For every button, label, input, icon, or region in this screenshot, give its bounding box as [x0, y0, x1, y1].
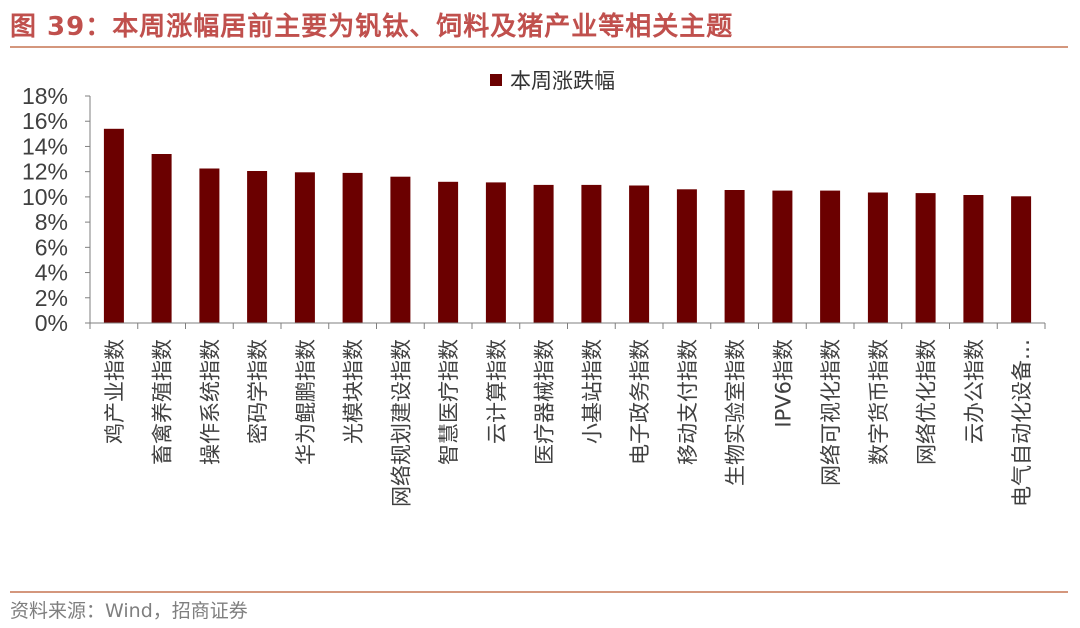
x-category-label: 鸡产业指数: [103, 339, 127, 444]
source-note: 资料来源：Wind，招商证券: [10, 600, 248, 622]
bar: [820, 190, 841, 323]
bar: [963, 195, 984, 323]
x-category-label: 移动支付指数: [676, 339, 700, 465]
x-category-label: 数字货币指数: [867, 339, 891, 465]
y-tick-label: 2%: [35, 285, 68, 311]
x-category-label: 光模块指数: [342, 339, 366, 444]
y-tick-label: 14%: [22, 133, 68, 159]
x-category-label: IPV6指数: [771, 339, 795, 428]
legend-label: 本周涨跌幅: [510, 69, 615, 93]
legend: 本周涨跌幅: [490, 69, 615, 93]
bar-chart: 本周涨跌幅 18%16%14%12%10%8%6%4%2%0% 鸡产业指数 畜禽养…: [22, 69, 1046, 507]
x-category-label: 密码学指数: [246, 339, 270, 444]
bar: [867, 192, 888, 323]
bar: [629, 185, 650, 323]
bar: [581, 184, 602, 323]
bar: [103, 128, 124, 323]
x-category-label: 网络优化指数: [915, 339, 939, 465]
x-category-label: 云计算指数: [485, 339, 509, 444]
bar: [676, 189, 697, 323]
y-tick-label: 6%: [35, 234, 68, 260]
x-category-label: 医疗器械指数: [533, 339, 557, 465]
footer-divider: [10, 591, 1068, 593]
bar: [390, 176, 411, 323]
legend-swatch: [490, 74, 502, 86]
bar: [294, 172, 315, 323]
bar: [1011, 196, 1032, 323]
title-divider: [10, 46, 1068, 48]
x-category-label: 云办公指数: [962, 339, 986, 444]
x-category-label: 畜禽养殖指数: [151, 339, 175, 465]
y-tick-label: 10%: [22, 184, 68, 210]
bar: [724, 190, 745, 323]
figure-title: 图 39：本周涨幅居前主要为钒钛、饲料及猪产业等相关主题: [10, 12, 734, 42]
bar: [342, 172, 363, 323]
x-category-label: 华为鲲鹏指数: [294, 339, 318, 465]
x-category-label: 生物实验室指数: [724, 339, 748, 486]
bar: [915, 193, 936, 323]
x-category-label: 智慧医疗指数: [437, 339, 461, 465]
bar: [438, 181, 459, 323]
y-tick-label: 0%: [35, 310, 68, 336]
x-category-label: 操作系统指数: [198, 339, 222, 465]
y-tick-label: 8%: [35, 209, 68, 235]
bar: [772, 190, 793, 323]
bar: [151, 154, 172, 323]
x-category-label: 网络规划建设指数: [389, 339, 413, 507]
x-category-label: 电气自动化设备…: [1010, 339, 1034, 507]
y-tick-label: 18%: [22, 83, 68, 109]
bar: [247, 171, 268, 323]
y-axis: 18%16%14%12%10%8%6%4%2%0%: [22, 83, 91, 336]
bar-series: [103, 128, 1032, 323]
y-tick-label: 16%: [22, 108, 68, 134]
x-category-label: 小基站指数: [580, 339, 604, 444]
bar: [533, 184, 554, 323]
bar: [199, 168, 220, 323]
x-category-label: 电子政务指数: [628, 339, 652, 465]
x-category-label: 网络可视化指数: [819, 339, 843, 486]
x-axis: 鸡产业指数 畜禽养殖指数 操作系统指数 密码学指数 华为鲲鹏指数 光模块指数 网络规划建设指…: [89, 322, 1046, 507]
y-tick-label: 4%: [35, 260, 68, 286]
y-tick-label: 12%: [22, 159, 68, 185]
bar: [485, 182, 506, 323]
